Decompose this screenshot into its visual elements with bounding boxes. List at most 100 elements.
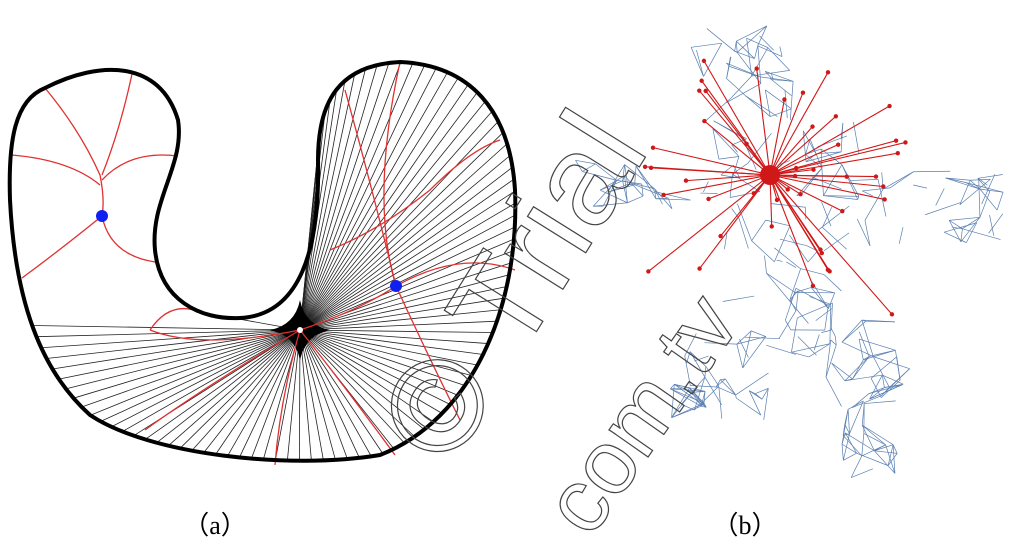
mesh-edge xyxy=(736,373,769,395)
mesh-edge xyxy=(785,90,787,118)
mesh-edge xyxy=(785,320,791,330)
mesh-edge xyxy=(843,453,856,460)
mesh-edge xyxy=(874,451,895,474)
mesh-edge xyxy=(727,78,746,95)
ray xyxy=(122,330,300,431)
mesh-edge xyxy=(848,401,863,409)
mesh-edge xyxy=(736,41,737,52)
mesh-edge xyxy=(764,256,766,274)
mesh-edge xyxy=(978,175,1003,179)
skeleton-branch xyxy=(102,216,155,262)
mesh-edge xyxy=(864,401,895,404)
mesh-edge xyxy=(965,182,1003,192)
skeleton-node xyxy=(882,197,886,201)
skeleton-node xyxy=(820,251,824,255)
mesh-edge xyxy=(755,388,768,393)
skeleton-node xyxy=(894,138,898,142)
skeleton-edge xyxy=(648,175,770,271)
mesh-edge xyxy=(735,41,737,51)
mesh-edge xyxy=(864,433,886,444)
mesh-edge xyxy=(828,293,834,309)
mesh-edge xyxy=(816,309,832,321)
skeleton-node xyxy=(755,66,759,70)
skeleton-node xyxy=(811,284,815,288)
mesh-edge xyxy=(990,215,994,236)
mesh-edge xyxy=(842,320,862,342)
mesh-edge xyxy=(691,43,722,47)
mesh-edge xyxy=(980,189,1003,192)
mesh-edge xyxy=(774,226,790,262)
skeleton-branch xyxy=(102,155,178,180)
mesh-edge xyxy=(843,435,862,455)
mesh-edge xyxy=(842,342,873,357)
mesh-edge xyxy=(726,84,761,103)
mesh-edge xyxy=(862,425,885,445)
skeleton-node xyxy=(651,145,655,149)
mesh-edge xyxy=(979,178,980,217)
mesh-edge xyxy=(949,220,961,241)
mesh-edge xyxy=(859,339,863,360)
mesh-edge xyxy=(835,337,836,345)
mesh-edge xyxy=(831,340,836,345)
skeleton-node xyxy=(810,124,814,128)
mesh-edge xyxy=(723,296,754,301)
mesh-edge xyxy=(777,260,783,261)
mesh-edge xyxy=(853,356,870,379)
mesh-edge xyxy=(814,334,819,350)
skeleton-branch xyxy=(12,155,100,185)
mesh-edge xyxy=(961,217,980,242)
skeleton-center xyxy=(760,165,780,185)
mesh-edge xyxy=(780,47,782,57)
panel-label: （a） xyxy=(183,511,247,540)
mesh-edge xyxy=(752,241,775,262)
mesh-edge xyxy=(883,172,913,189)
skeleton-branch xyxy=(102,74,132,175)
mesh-edge xyxy=(696,50,703,76)
mesh-edge xyxy=(758,46,783,57)
skeleton-node xyxy=(752,191,756,195)
mesh-edge xyxy=(760,36,774,50)
mesh-edge xyxy=(881,380,900,397)
mesh-edge xyxy=(857,219,870,246)
ray xyxy=(32,325,300,330)
mesh-edge xyxy=(808,251,817,262)
skeleton-edge xyxy=(770,72,828,175)
skeleton-node xyxy=(903,140,907,144)
mesh-edge xyxy=(791,344,829,352)
center-point xyxy=(297,327,303,333)
mesh-edge xyxy=(798,337,817,356)
mesh-edge xyxy=(786,262,796,268)
mesh-edge xyxy=(736,41,754,58)
mesh-edge xyxy=(845,409,848,424)
ray xyxy=(145,330,300,439)
mesh-edge xyxy=(719,387,722,418)
mesh-edge xyxy=(767,273,796,292)
ray xyxy=(300,330,323,460)
mesh-edge xyxy=(997,192,1003,210)
skeleton-node xyxy=(826,268,830,272)
skeleton-node xyxy=(744,142,748,146)
mesh-edge xyxy=(790,81,793,120)
mesh-edge xyxy=(913,185,927,188)
mesh-edge xyxy=(735,51,755,58)
mesh-edge xyxy=(719,157,739,160)
skeleton-node xyxy=(834,114,838,118)
skeleton-node xyxy=(646,269,650,273)
skeleton-node xyxy=(826,70,830,74)
mesh-edge xyxy=(774,248,800,269)
mesh-edge xyxy=(796,291,798,311)
mesh-edge xyxy=(845,375,883,381)
mesh-edge xyxy=(842,444,843,460)
skeleton-node xyxy=(786,187,790,191)
mesh-edge xyxy=(980,189,997,210)
skeleton-node xyxy=(770,224,774,228)
mesh-edge xyxy=(802,168,822,194)
mesh-edge xyxy=(826,345,836,377)
skeleton-node xyxy=(881,184,885,188)
blue-dot xyxy=(96,210,108,222)
mesh-edge xyxy=(822,202,831,226)
mesh-edge xyxy=(862,433,864,456)
ray xyxy=(41,330,300,348)
mesh-edge xyxy=(766,220,790,226)
mesh-edge xyxy=(791,318,797,352)
